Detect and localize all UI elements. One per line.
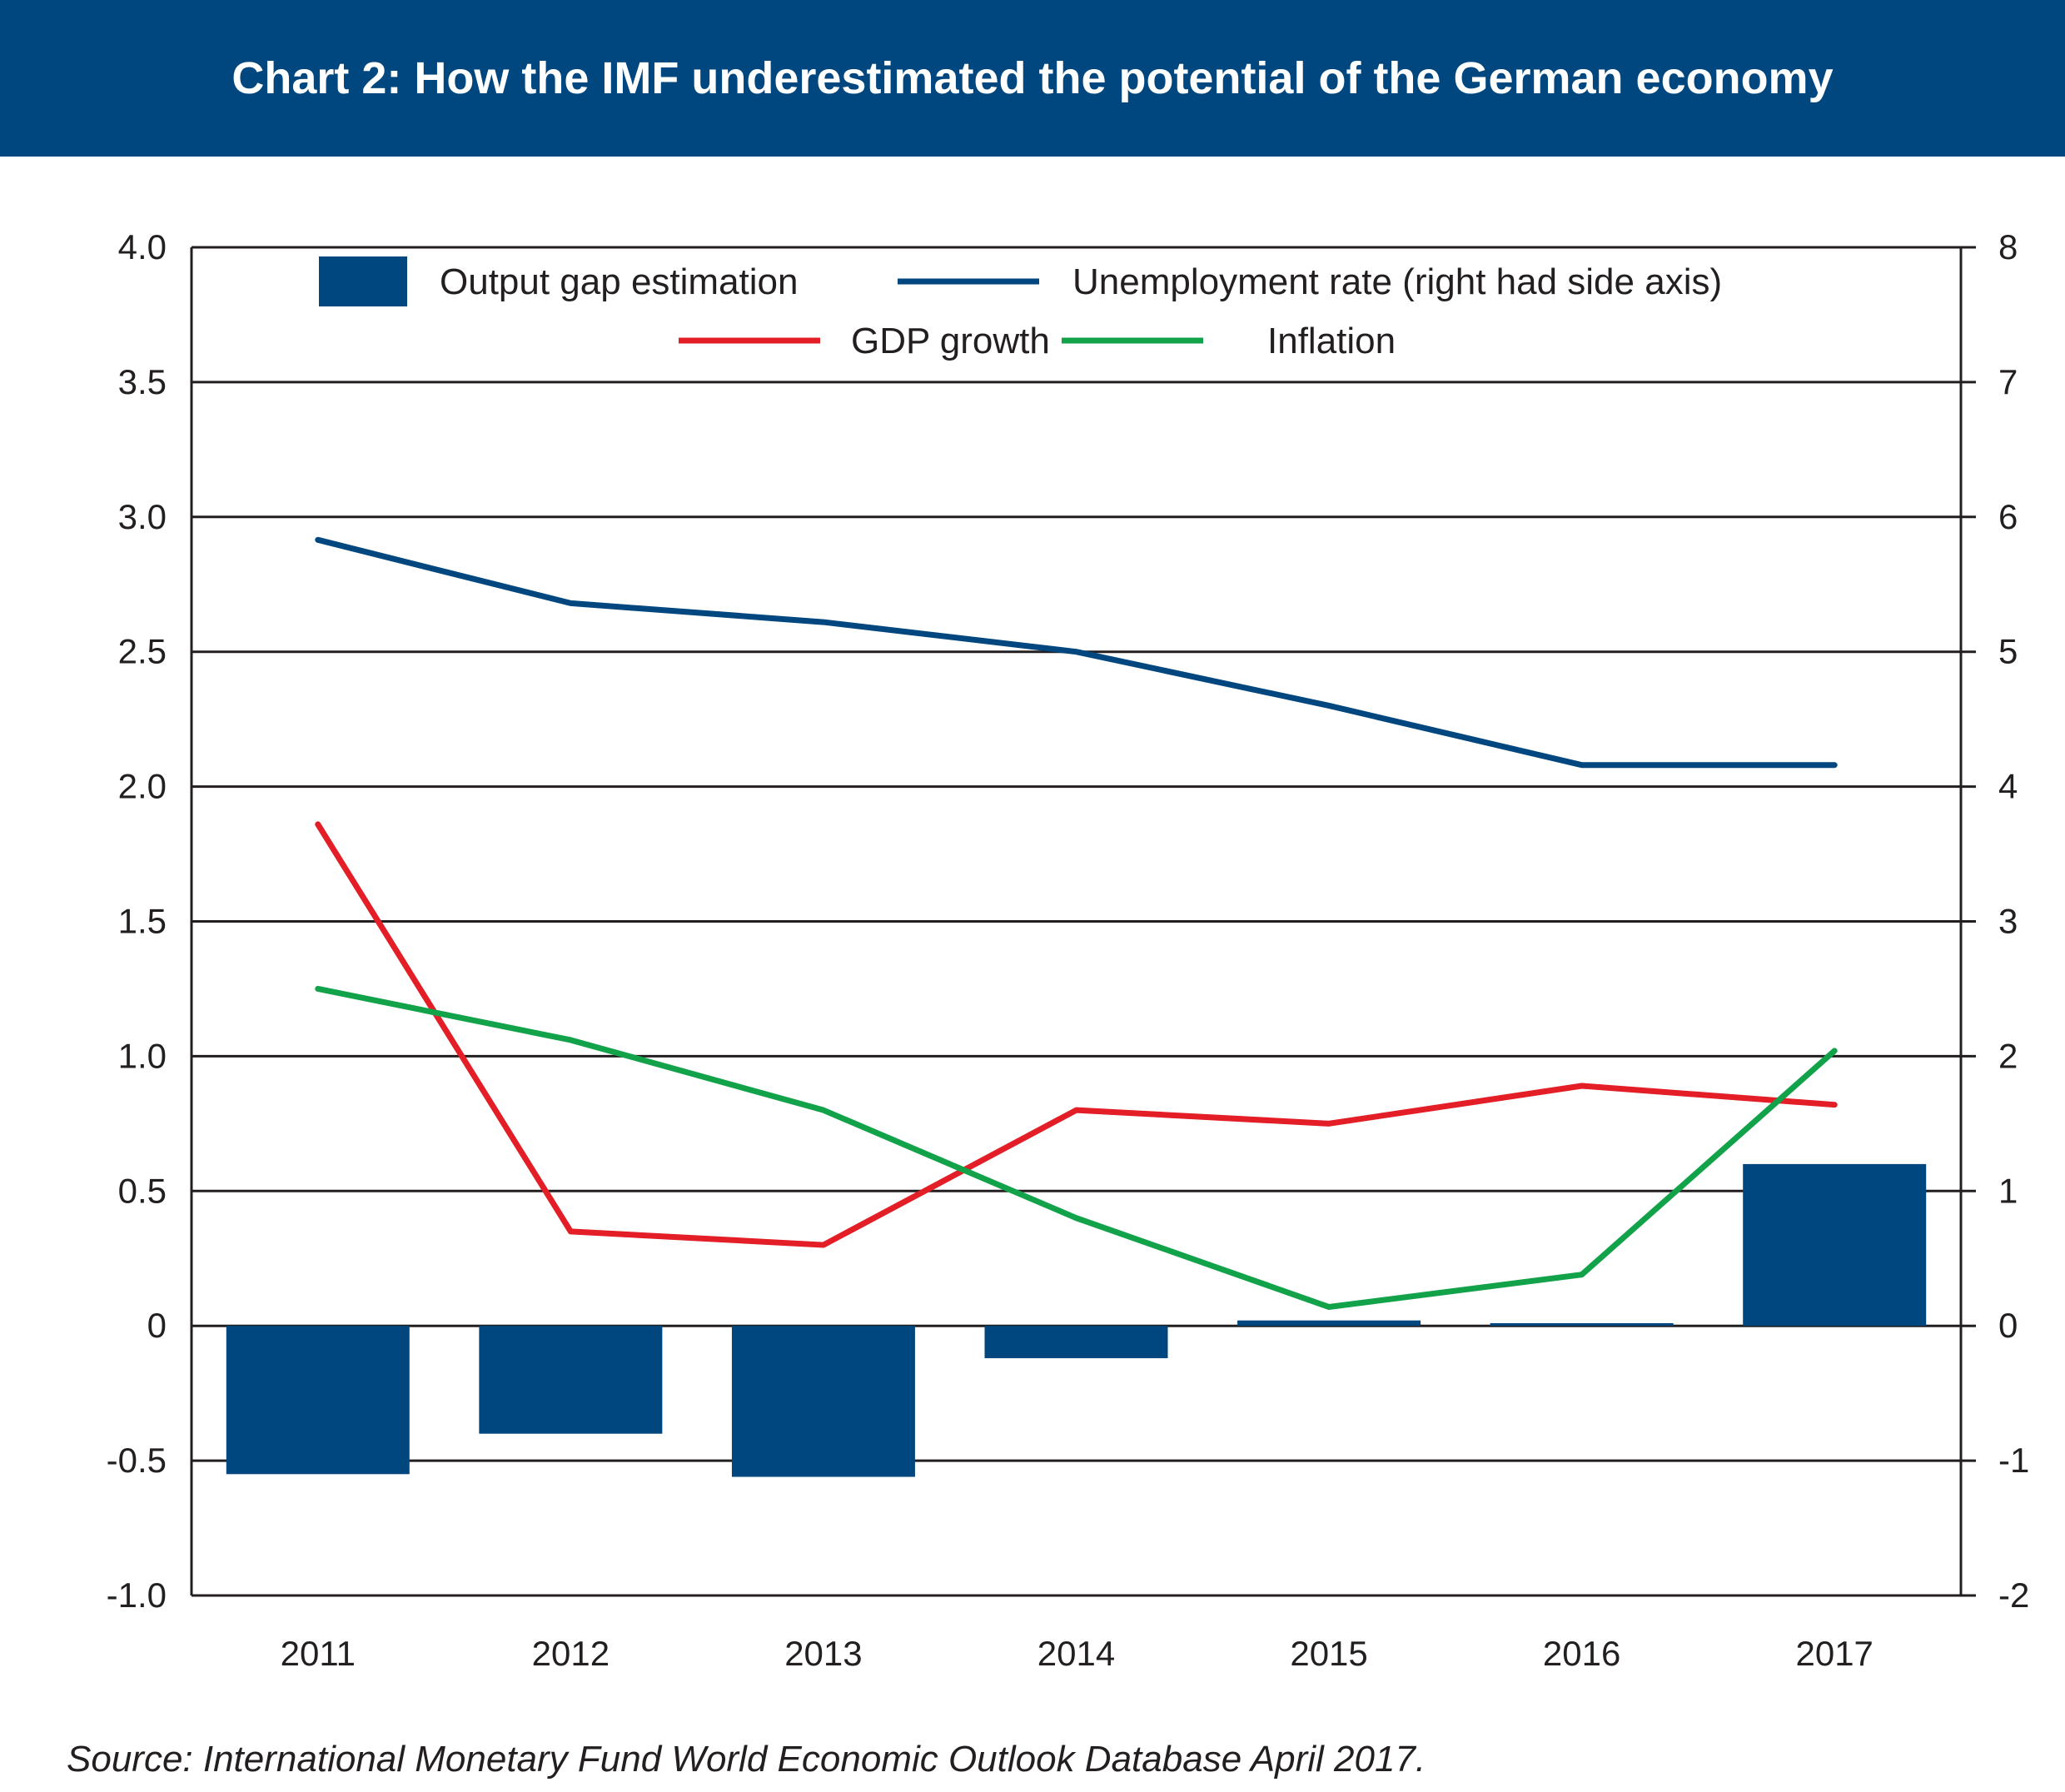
x-tick-label: 2014 (1037, 1634, 1115, 1673)
y2-tick-label: 5 (1998, 632, 2018, 671)
source-note: Source: International Monetary Fund Worl… (67, 1739, 1426, 1780)
output-gap-bar (479, 1326, 663, 1434)
output-gap-bar (226, 1326, 410, 1475)
inflation-line (315, 985, 1838, 1311)
output-gap-bars (226, 1163, 1927, 1477)
y-tick-label: 2.0 (118, 767, 167, 806)
x-tick-label: 2017 (1795, 1634, 1873, 1673)
y-tick-label: 4.0 (118, 227, 167, 266)
output-gap-bar (1743, 1163, 1927, 1327)
y2-tick-label: -2 (1998, 1575, 2029, 1615)
unemployment-rate-right-had-side-axis-line (315, 536, 1838, 769)
y2-tick-label: 1 (1998, 1171, 2018, 1210)
legend-label: Unemployment rate (right had side axis) (1072, 261, 1722, 302)
legend-label: Inflation (1267, 321, 1396, 361)
x-tick-label: 2015 (1290, 1634, 1367, 1673)
y2-tick-label: 7 (1998, 362, 2018, 401)
y-tick-label: -0.5 (107, 1441, 167, 1480)
y2-tick-label: 6 (1998, 497, 2018, 536)
x-tick-label: 2013 (784, 1634, 862, 1673)
y-tick-label: 3.0 (118, 497, 167, 536)
y-tick-label: 1.5 (118, 902, 167, 941)
legend-label: GDP growth (851, 321, 1050, 361)
axes (190, 246, 1976, 1597)
y-tick-label: -1.0 (107, 1575, 167, 1615)
output-gap-bar (1237, 1320, 1421, 1327)
output-gap-bar (731, 1326, 915, 1477)
title-bar: Chart 2: How the IMF underestimated the … (0, 0, 2065, 157)
y2-tick-label: 2 (1998, 1036, 2018, 1075)
x-tick-label: 2016 (1543, 1634, 1620, 1673)
y2-tick-label: 0 (1998, 1306, 2018, 1345)
series-lines (315, 536, 1838, 1311)
y2-tick-label: 4 (1998, 767, 2018, 806)
y2-tick-label: -1 (1998, 1441, 2029, 1480)
output-gap-bar (1490, 1322, 1674, 1327)
legend-swatch-bar (319, 256, 407, 306)
y-tick-label: 2.5 (118, 632, 167, 671)
y-tick-label: 1.0 (118, 1036, 167, 1075)
gridlines (192, 246, 1961, 1597)
y-tick-label: 3.5 (118, 362, 167, 401)
y-tick-label: 0 (147, 1306, 167, 1345)
legend-label: Output gap estimation (440, 261, 798, 302)
y2-tick-label: 8 (1998, 227, 2018, 266)
chart-title: Chart 2: How the IMF underestimated the … (231, 53, 1834, 103)
tick-labels: 4.0 3.5 3.0 2.5 2.0 1.5 1.0 0.5 0 -0.5 -1.0 8 7 6 5 4 3 2… (107, 227, 2030, 1673)
y-tick-label: 0.5 (118, 1171, 167, 1210)
y2-tick-label: 3 (1998, 902, 2018, 941)
x-tick-label: 2012 (532, 1634, 610, 1673)
gdp-growth-line (315, 821, 1838, 1248)
output-gap-bar (984, 1326, 1168, 1359)
x-tick-label: 2011 (281, 1634, 356, 1673)
legend: Output gap estimation Unemployment rate (… (319, 256, 1722, 361)
